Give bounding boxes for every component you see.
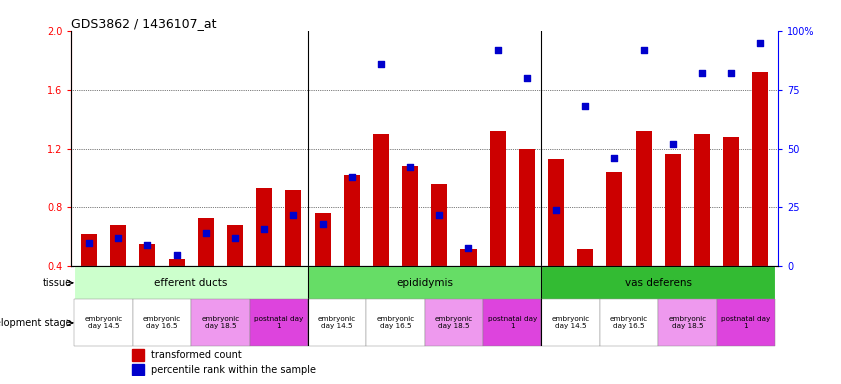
Point <box>549 207 563 213</box>
Bar <box>191 300 250 346</box>
Bar <box>168 259 185 266</box>
Bar <box>600 300 659 346</box>
Bar <box>659 300 717 346</box>
Bar <box>110 225 126 266</box>
Text: embryonic
day 18.5: embryonic day 18.5 <box>201 316 240 329</box>
Point <box>345 174 358 180</box>
Bar <box>133 300 191 346</box>
Bar <box>250 300 308 346</box>
Point <box>316 221 330 227</box>
Point <box>404 164 417 170</box>
Point <box>696 70 709 76</box>
Bar <box>131 364 145 375</box>
Point <box>170 252 183 258</box>
Bar <box>198 218 214 266</box>
Text: embryonic
day 14.5: embryonic day 14.5 <box>318 316 357 329</box>
Text: GDS3862 / 1436107_at: GDS3862 / 1436107_at <box>71 17 217 30</box>
Bar <box>367 300 425 346</box>
Bar <box>257 188 272 266</box>
Bar <box>753 72 769 266</box>
Text: development stage: development stage <box>0 318 72 328</box>
Bar <box>636 131 652 266</box>
Text: embryonic
day 14.5: embryonic day 14.5 <box>552 316 590 329</box>
Point <box>432 212 446 218</box>
Point <box>287 212 300 218</box>
Bar <box>723 137 739 266</box>
Point <box>257 225 271 232</box>
Text: embryonic
day 16.5: embryonic day 16.5 <box>377 316 415 329</box>
Text: tissue: tissue <box>43 278 72 288</box>
Point <box>462 245 475 251</box>
Bar <box>542 266 775 300</box>
Text: postnatal day
1: postnatal day 1 <box>488 316 537 329</box>
Text: embryonic
day 18.5: embryonic day 18.5 <box>669 316 706 329</box>
Bar <box>74 266 308 300</box>
Point <box>608 155 621 161</box>
Bar <box>694 134 710 266</box>
Bar <box>81 234 97 266</box>
Bar <box>285 190 301 266</box>
Bar <box>577 249 593 266</box>
Text: postnatal day
1: postnatal day 1 <box>722 316 770 329</box>
Bar <box>425 300 483 346</box>
Point <box>637 46 650 53</box>
Bar <box>489 131 505 266</box>
Text: vas deferens: vas deferens <box>625 278 692 288</box>
Point <box>754 40 767 46</box>
Text: embryonic
day 14.5: embryonic day 14.5 <box>84 316 123 329</box>
Text: epididymis: epididymis <box>396 278 453 288</box>
Bar <box>461 249 477 266</box>
Point <box>491 46 505 53</box>
Bar <box>548 159 564 266</box>
Bar <box>74 300 133 346</box>
Bar <box>308 266 542 300</box>
Text: transformed count: transformed count <box>151 351 241 361</box>
Point <box>374 61 388 67</box>
Text: percentile rank within the sample: percentile rank within the sample <box>151 365 315 375</box>
Bar <box>373 134 389 266</box>
Bar <box>664 154 681 266</box>
Point <box>579 103 592 109</box>
Bar <box>308 300 367 346</box>
Text: embryonic
day 16.5: embryonic day 16.5 <box>143 316 181 329</box>
Point <box>666 141 680 147</box>
Bar <box>431 184 447 266</box>
Point <box>140 242 154 248</box>
Bar <box>344 175 360 266</box>
Bar <box>717 300 775 346</box>
Text: efferent ducts: efferent ducts <box>155 278 228 288</box>
Point <box>199 230 213 237</box>
Text: postnatal day
1: postnatal day 1 <box>254 316 304 329</box>
Bar <box>606 172 622 266</box>
Bar <box>542 300 600 346</box>
Point <box>228 235 241 241</box>
Bar <box>227 225 243 266</box>
Bar <box>402 166 418 266</box>
Point <box>82 240 96 246</box>
Text: embryonic
day 18.5: embryonic day 18.5 <box>435 316 473 329</box>
Text: embryonic
day 16.5: embryonic day 16.5 <box>610 316 648 329</box>
Bar <box>483 300 542 346</box>
Point <box>520 75 533 81</box>
Bar <box>140 244 156 266</box>
Bar <box>131 349 145 361</box>
Point <box>724 70 738 76</box>
Bar <box>315 214 331 266</box>
Point <box>112 235 125 241</box>
Bar <box>519 149 535 266</box>
